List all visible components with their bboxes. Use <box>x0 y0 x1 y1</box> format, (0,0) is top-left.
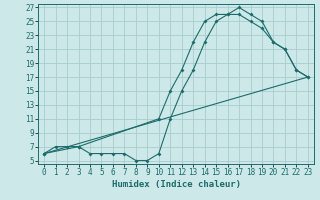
X-axis label: Humidex (Indice chaleur): Humidex (Indice chaleur) <box>111 180 241 189</box>
